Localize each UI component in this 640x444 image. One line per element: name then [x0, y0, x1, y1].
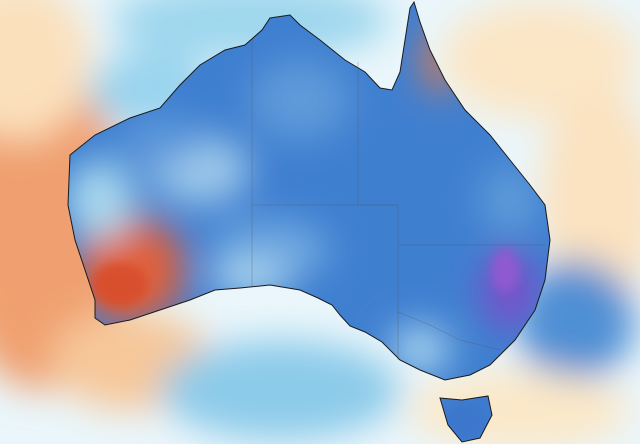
mainland-outline: [67, 0, 551, 381]
coastline: [67, 0, 551, 443]
cool-bight: [160, 340, 400, 440]
cold-core-inner: [491, 248, 519, 292]
mid-north: [250, 60, 350, 140]
warm-northwest: [0, 0, 90, 140]
mid-east: [480, 165, 540, 235]
cool-tasman: [515, 260, 635, 380]
nsw-vic-border: [397, 311, 501, 351]
mid-northwest: [120, 115, 200, 165]
warm-core-inner: [92, 263, 148, 307]
mid-central: [210, 220, 330, 280]
warm-northeast: [440, 0, 640, 120]
tasmania-outline: [439, 395, 493, 443]
pale-west-land: [68, 160, 135, 240]
state-borders: [251, 40, 545, 360]
warm-east: [540, 90, 640, 310]
